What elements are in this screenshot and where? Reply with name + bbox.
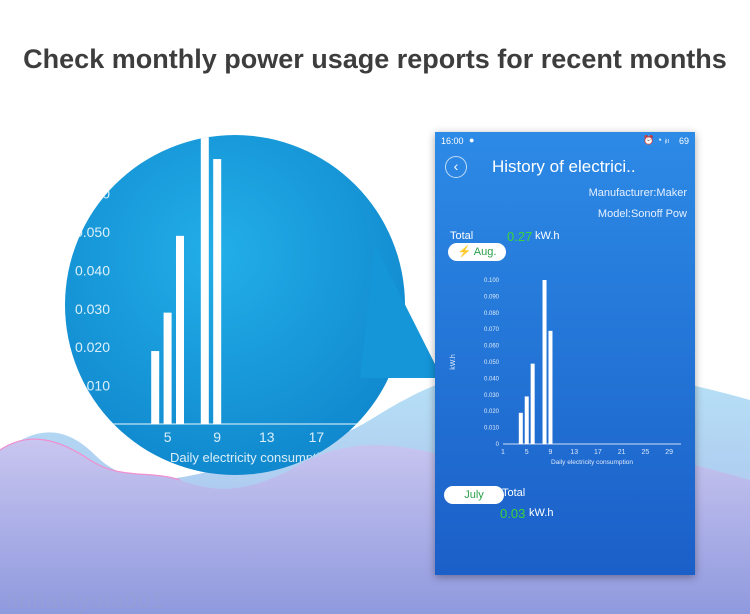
y-tick-label: 0.060 xyxy=(484,344,500,350)
y-tick-label: 0.080 xyxy=(484,311,500,317)
total-label: Total xyxy=(450,230,474,242)
zoom-x-tick-label: 1 xyxy=(114,429,122,445)
bar xyxy=(530,363,535,444)
y-tick-label: 0.010 xyxy=(484,426,500,432)
y-axis-title: kW.h xyxy=(450,354,457,370)
zoom-y-tick-label: 0.010 xyxy=(75,378,110,394)
phone-screen: 16:00 ● ⏰ ◔ ᵢₗₗ 69 ‹ History of electric… xyxy=(435,132,695,575)
bar xyxy=(524,396,529,444)
battery-level: 69 xyxy=(678,136,689,146)
zoom-y-tick-label: 0.040 xyxy=(75,262,110,278)
watermark: tinhathyuta001 xyxy=(6,588,165,613)
zoom-x-tick-label: 13 xyxy=(259,429,275,445)
zoom-x-tick-label: 9 xyxy=(213,429,221,445)
zoom-x-tick-label: 5 xyxy=(164,429,172,445)
x-tick-label: 9 xyxy=(549,449,553,456)
month-tab-aug[interactable]: ⚡ Aug. xyxy=(448,243,506,261)
page-headline: Check monthly power usage reports for re… xyxy=(23,44,727,74)
y-tick-label: 0 xyxy=(496,442,500,448)
chat-icon: ● xyxy=(469,135,475,145)
y-tick-label: 0.030 xyxy=(484,393,500,399)
zoom-y-tick-label: 0.090 xyxy=(75,70,110,86)
zoom-y-tick-label: 0.060 xyxy=(75,186,110,202)
zoom-bar xyxy=(176,235,184,424)
zoom-bar xyxy=(200,135,209,424)
zoom-bar xyxy=(151,351,160,424)
lightning-icon: ⚡ xyxy=(457,246,472,258)
x-tick-label: 29 xyxy=(665,449,673,456)
zoom-x-tick-label: 17 xyxy=(309,429,325,445)
y-tick-label: 0.070 xyxy=(484,327,500,333)
month-tab-label: Aug. xyxy=(473,246,497,258)
total-unit: kW.h xyxy=(535,230,560,242)
y-tick-label: 0.040 xyxy=(484,376,500,382)
bar xyxy=(548,330,553,444)
zoom-y-tick-label: 0.030 xyxy=(75,301,110,317)
x-axis-title: Daily electricity consumption xyxy=(551,459,633,466)
month-tab-july[interactable]: July xyxy=(444,486,504,504)
x-tick-label: 21 xyxy=(618,449,626,456)
zoom-x-tick-label: 25 xyxy=(408,429,424,445)
back-icon[interactable]: ‹ xyxy=(445,156,467,178)
status-icons: ⏰ ◔ ᵢₗₗ xyxy=(642,135,669,145)
daily-consumption-chart: 0 0.010 0.020 0.030 0.040 0.050 0.060 0.070 0.08… xyxy=(450,278,681,466)
july-total-unit: kW.h xyxy=(529,507,554,519)
y-tick-label: 0.090 xyxy=(484,294,500,300)
july-total-label: Total xyxy=(502,487,526,499)
screen-title: History of electrici.. xyxy=(492,157,636,176)
zoom-y-tick-label: 0 xyxy=(102,416,110,432)
bar xyxy=(542,280,547,444)
model-label: Model:Sonoff Pow xyxy=(597,208,687,220)
zoom-y-tick-label: 0.070 xyxy=(75,147,110,163)
zoom-x-tick-label: 21 xyxy=(358,429,374,445)
x-tick-label: 13 xyxy=(570,449,578,456)
x-tick-label: 17 xyxy=(594,449,602,456)
status-time: 16:00 xyxy=(441,136,464,146)
y-tick-label: 0.020 xyxy=(484,409,500,415)
y-tick-label: 0.100 xyxy=(484,278,500,284)
manufacturer-label: Manufacturer:Maker xyxy=(588,187,687,199)
zoom-y-tick-label: 0.100 xyxy=(75,32,110,48)
bar xyxy=(518,412,523,444)
zoom-bar xyxy=(163,312,172,424)
total-value: 0.27 xyxy=(507,229,533,244)
y-tick-label: 0.050 xyxy=(484,360,500,366)
x-tick-label: 25 xyxy=(642,449,650,456)
status-bar: 16:00 ● ⏰ ◔ ᵢₗₗ 69 xyxy=(435,132,695,150)
zoom-y-tick-label: 0.050 xyxy=(75,224,110,240)
zoom-bar xyxy=(213,159,222,425)
zoom-x-axis-title: Daily electricity consumption xyxy=(170,450,334,465)
july-total-value: 0.03 xyxy=(500,506,526,521)
x-tick-label: 5 xyxy=(525,449,529,456)
zoom-y-tick-label: 0.080 xyxy=(75,109,110,125)
zoom-y-tick-label: 0.020 xyxy=(75,339,110,355)
x-tick-label: 1 xyxy=(501,449,505,456)
